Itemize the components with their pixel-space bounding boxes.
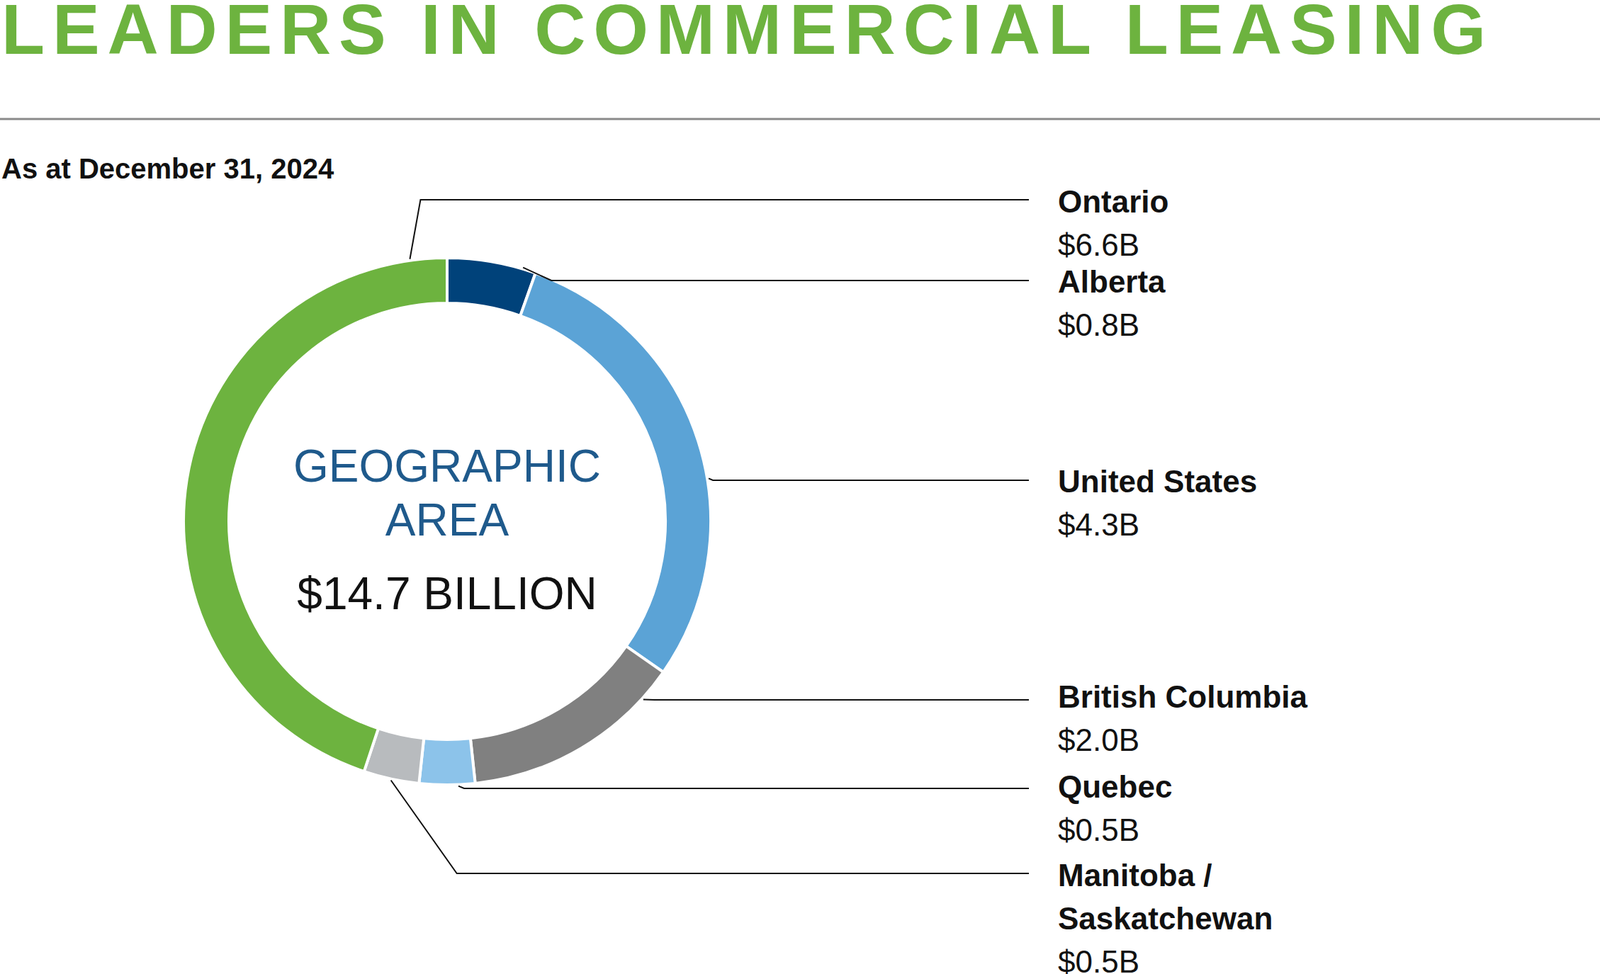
divider <box>0 118 1600 121</box>
value-label: $4.3B <box>1057 507 1140 543</box>
leader-line <box>458 786 1029 789</box>
value-label: $0.5B <box>1057 944 1140 974</box>
category-label: Manitoba /Saskatchewan <box>1057 858 1273 937</box>
value-label: $0.8B <box>1057 307 1140 343</box>
category-label: Ontario <box>1057 184 1169 219</box>
value-label: $6.6B <box>1057 227 1140 263</box>
leader-line <box>391 780 1029 874</box>
category-label: Quebec <box>1057 769 1173 805</box>
value-label: $0.5B <box>1057 812 1140 848</box>
center-title: GEOGRAPHICAREA <box>293 440 601 546</box>
slice <box>470 646 664 784</box>
leader-line <box>409 199 1029 260</box>
slice <box>418 738 475 786</box>
category-label: United States <box>1057 464 1258 499</box>
category-label: British Columbia <box>1057 679 1309 715</box>
donut <box>183 257 711 786</box>
category-label: Alberta <box>1057 264 1166 300</box>
center-total: $14.7 BILLION <box>296 568 597 620</box>
subtitle: As at December 31, 2024 <box>1 153 335 185</box>
chart: LEADERS IN COMMERCIAL LEASING As at Decem… <box>0 0 1600 974</box>
leader-line <box>522 267 1029 281</box>
value-label: $2.0B <box>1057 722 1140 758</box>
leader-line <box>708 478 1029 481</box>
leader-line <box>643 698 1029 701</box>
title: LEADERS IN COMMERCIAL LEASING <box>1 0 1486 69</box>
